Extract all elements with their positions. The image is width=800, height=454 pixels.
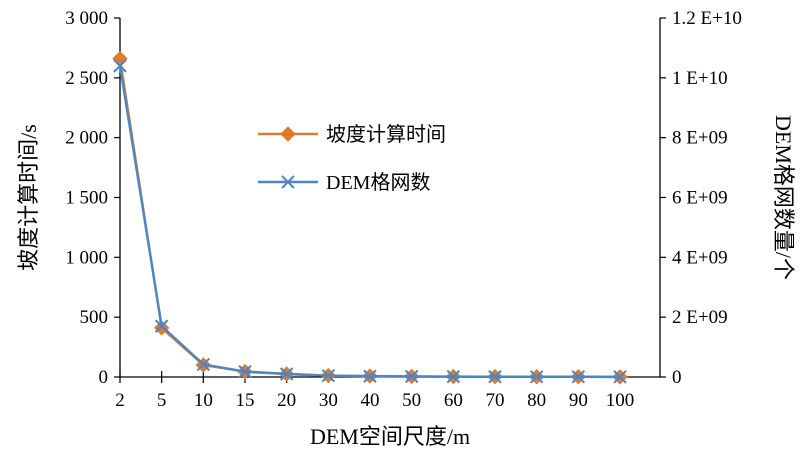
data-point-1 — [571, 370, 586, 384]
y-right-tick-label: 4 E+09 — [672, 247, 728, 268]
legend-swatch-marker-1 — [281, 175, 295, 189]
legend: 坡度计算时间 DEM格网数 — [258, 123, 446, 194]
legend-label-0: 坡度计算时间 — [326, 123, 446, 146]
x-tick-label: 20 — [277, 390, 296, 411]
data-point-1 — [113, 59, 127, 73]
x-tick-label: 50 — [402, 390, 421, 411]
series-line-1 — [118, 65, 621, 379]
y-right-tick-label: 2 E+09 — [672, 307, 728, 328]
legend-label-1: DEM格网数 — [326, 171, 430, 194]
data-point-1 — [154, 319, 169, 333]
x-axis-title: DEM空间尺度/m — [310, 424, 470, 449]
x-tick-label: 30 — [319, 390, 338, 411]
y-right-tick-label: 1.2 E+10 — [672, 8, 742, 29]
legend-swatch-marker-0 — [280, 126, 296, 142]
series-line-0 — [118, 58, 621, 379]
x-tick-label: 90 — [569, 390, 588, 411]
x-tick-label: 80 — [527, 390, 546, 411]
y-left-tick-label: 2 000 — [65, 128, 108, 149]
y-right-tick-label: 1 E+10 — [672, 68, 728, 89]
data-point-1 — [404, 369, 419, 384]
series-layer — [112, 50, 628, 385]
axes — [119, 18, 661, 378]
y-right-axis-title: DEM格网数量/个 — [771, 115, 796, 280]
y-right-tick-label: 8 E+09 — [672, 128, 728, 149]
legend-item-0: 坡度计算时间 — [258, 123, 446, 146]
y-left-tick-label: 500 — [80, 307, 109, 328]
y-left-tick-label: 2 500 — [65, 68, 108, 89]
data-point-0 — [112, 50, 128, 67]
y-left-tick-label: 0 — [99, 367, 109, 388]
y-right-ticks: 0 2 E+09 4 E+09 6 E+09 8 E+09 1 E+10 1.2 E+10 — [660, 8, 742, 388]
x-tick-label: 70 — [486, 390, 505, 411]
data-point-1 — [613, 370, 627, 384]
legend-item-1: DEM格网数 — [258, 171, 430, 194]
data-point-1 — [363, 369, 377, 383]
data-point-1 — [321, 368, 336, 383]
x-tick-label: 5 — [157, 390, 167, 411]
data-point-1 — [196, 357, 211, 372]
y-left-ticks: 0 500 1 000 1 500 2 000 2 500 3 000 — [65, 8, 120, 388]
x-tick-label: 60 — [444, 390, 463, 411]
data-point-0 — [153, 320, 170, 336]
x-tick-label: 100 — [606, 390, 635, 411]
data-point-1 — [488, 370, 502, 384]
x-tick-label: 40 — [361, 390, 380, 411]
data-point-1 — [279, 367, 294, 381]
y-right-tick-label: 0 — [672, 367, 682, 388]
x-tick-label: 10 — [194, 390, 213, 411]
x-tick-label: 15 — [236, 390, 255, 411]
y-left-tick-label: 1 500 — [65, 188, 108, 209]
x-tick-label: 2 — [115, 390, 125, 411]
data-point-1 — [446, 369, 461, 384]
data-point-1 — [238, 364, 252, 379]
y-left-axis-title: 坡度计算时间/s — [16, 124, 41, 271]
y-right-tick-label: 6 E+09 — [672, 188, 728, 209]
y-left-tick-label: 1 000 — [65, 247, 108, 268]
data-point-1 — [529, 370, 544, 384]
y-left-tick-label: 3 000 — [65, 8, 108, 29]
